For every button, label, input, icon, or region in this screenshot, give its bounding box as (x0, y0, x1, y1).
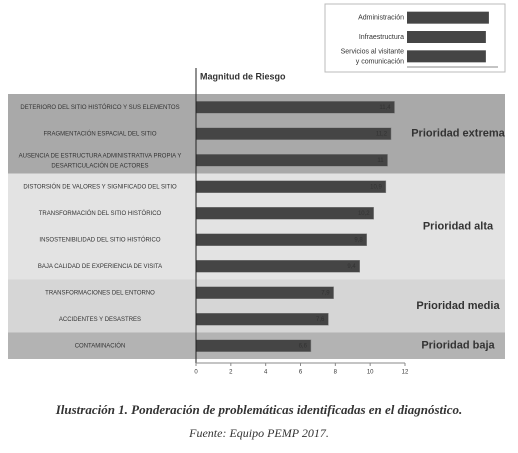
x-tick-label: 2 (229, 370, 233, 376)
value-label: 9,4 (347, 264, 356, 270)
category-label: CONTAMINACIÓN (75, 342, 126, 349)
category-label: ACCIDENTES Y DESASTRES (59, 317, 141, 323)
value-label: 7,6 (316, 317, 325, 323)
x-tick-label: 6 (299, 370, 303, 376)
bar (195, 207, 374, 220)
x-tick-label: 0 (194, 370, 198, 376)
value-label: 11,2 (376, 131, 388, 137)
caption-source: Fuente: Equipo PEMP 2017. (188, 426, 329, 440)
value-label: 7,9 (321, 290, 330, 296)
value-label: 6,6 (299, 343, 308, 349)
value-label: 10,2 (358, 211, 370, 217)
bar (195, 286, 334, 299)
bar (195, 260, 360, 273)
category-label: AUSENCIA DE ESTRUCTURA ADMINISTRATIVA PR… (19, 153, 182, 169)
category-label: DETERIORO DEL SITIO HISTÓRICO Y SUS ELEM… (20, 104, 179, 111)
category-label: INSOSTENIBILIDAD DEL SITIO HISTÓRICO (39, 236, 160, 243)
x-tick-label: 12 (402, 370, 409, 376)
category-label: TRANSFORMACIÓN DEL SITIO HISTÓRICO (39, 210, 162, 217)
bar (195, 101, 395, 114)
inset-category-label: Servicios al visitante y comunicación (341, 48, 405, 65)
category-label: BAJA CALIDAD DE EXPERIENCIA DE VISITA (38, 264, 162, 270)
x-tick-label: 8 (334, 370, 338, 376)
category-label: TRANSFORMACIONES DEL ENTORNO (45, 290, 155, 296)
bar (195, 313, 329, 326)
category-label: FRAGMENTACIÓN ESPACIAL DEL SITIO (43, 130, 156, 137)
inset-bar (407, 11, 489, 24)
bar (195, 154, 388, 167)
value-label: 9,8 (354, 237, 363, 243)
priority-label: Prioridad baja (421, 340, 495, 352)
chart-title: Magnitud de Riesgo (200, 71, 286, 81)
bar (195, 127, 392, 140)
bar (195, 180, 387, 193)
inset-category-label: Infraestructura (359, 34, 404, 41)
value-label: 11 (377, 158, 384, 164)
priority-label: Prioridad media (416, 300, 500, 312)
x-tick-label: 10 (367, 370, 374, 376)
inset-bar (407, 31, 486, 43)
priority-label: Prioridad alta (423, 220, 494, 232)
category-label: DISTORSIÓN DE VALORES Y SIGNIFICADO DEL … (23, 183, 177, 190)
priority-label: Prioridad extrema (411, 128, 505, 140)
value-label: 11,4 (379, 105, 391, 111)
x-tick-label: 4 (264, 370, 268, 376)
bar (195, 233, 367, 246)
value-label: 10,9 (370, 184, 382, 190)
bar (195, 339, 312, 352)
inset-bar (407, 50, 486, 63)
inset-category-label: Administración (358, 15, 404, 22)
caption-title: Ilustración 1. Ponderación de problemáti… (55, 402, 463, 417)
